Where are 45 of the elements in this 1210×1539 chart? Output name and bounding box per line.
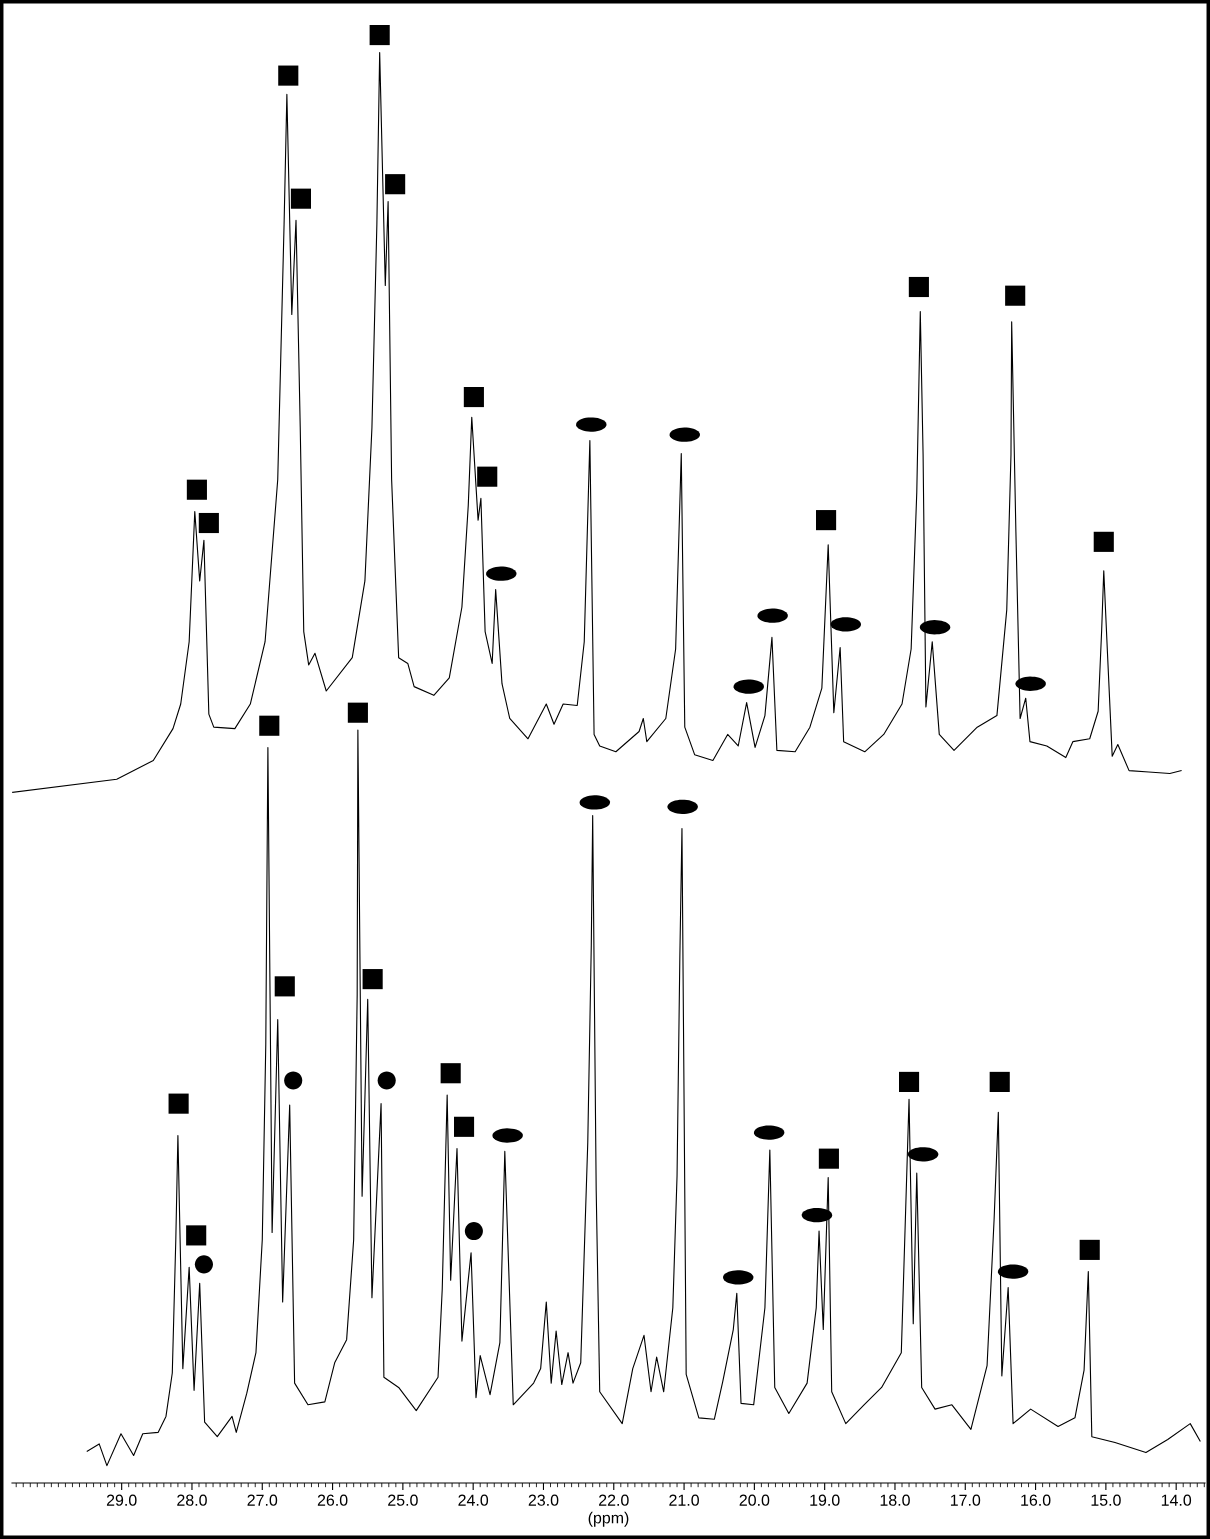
point bbox=[377, 1071, 396, 1090]
point bbox=[1093, 531, 1114, 552]
point bbox=[284, 1071, 303, 1090]
point bbox=[186, 479, 207, 500]
x-tick-label: 26.0 bbox=[317, 1494, 348, 1506]
point bbox=[908, 276, 929, 298]
x-tick-label: 22.0 bbox=[599, 1494, 629, 1506]
point bbox=[818, 1148, 839, 1169]
x-tick-label: 16.0 bbox=[1021, 1494, 1051, 1506]
point bbox=[198, 512, 219, 534]
x-tick-label: 24.0 bbox=[458, 1494, 489, 1506]
x-tick-label: 29.0 bbox=[106, 1494, 137, 1506]
point bbox=[362, 969, 383, 990]
x-tick-label: 14.0 bbox=[1161, 1494, 1192, 1506]
x-tick-label: 25.0 bbox=[388, 1494, 418, 1506]
point bbox=[259, 715, 280, 736]
x-axis-title: (ppm) bbox=[588, 1511, 629, 1527]
point bbox=[347, 702, 368, 723]
point bbox=[168, 1093, 189, 1114]
x-tick-label: 23.0 bbox=[528, 1494, 559, 1506]
point bbox=[440, 1063, 461, 1084]
x-tick-label: 17.0 bbox=[950, 1494, 981, 1506]
point bbox=[274, 976, 295, 997]
point bbox=[278, 65, 299, 86]
point bbox=[369, 25, 390, 46]
point bbox=[898, 1071, 920, 1092]
point bbox=[464, 1222, 483, 1241]
point bbox=[453, 1116, 475, 1137]
x-tick-label: 20.0 bbox=[739, 1494, 770, 1506]
point bbox=[1079, 1239, 1100, 1260]
x-tick-label: 21.0 bbox=[669, 1494, 699, 1506]
point bbox=[989, 1071, 1010, 1092]
point bbox=[385, 174, 406, 195]
point bbox=[477, 466, 498, 487]
x-tick-label: 15.0 bbox=[1091, 1494, 1121, 1506]
x-tick-label: 27.0 bbox=[247, 1494, 278, 1506]
point bbox=[1005, 285, 1026, 306]
x-tick-label: 18.0 bbox=[880, 1494, 910, 1506]
x-tick-label: 28.0 bbox=[177, 1494, 207, 1506]
x-tick-label: 19.0 bbox=[810, 1494, 840, 1506]
point bbox=[186, 1225, 207, 1246]
point bbox=[194, 1255, 213, 1274]
point bbox=[816, 510, 837, 531]
point bbox=[290, 188, 311, 209]
point bbox=[463, 386, 484, 408]
